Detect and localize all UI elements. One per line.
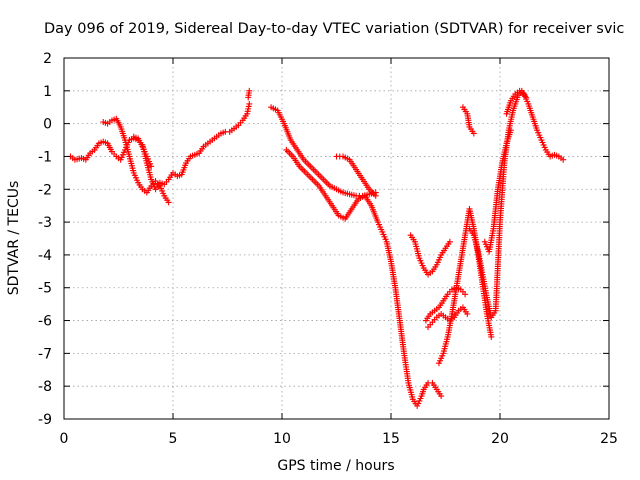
y-tick-label: -8	[38, 379, 52, 395]
x-axis-label: GPS time / hours	[277, 458, 394, 474]
data-point	[245, 94, 252, 101]
y-tick-label: 0	[43, 117, 52, 133]
data-point	[464, 310, 471, 317]
data-point	[470, 130, 477, 137]
y-tick-label: -3	[38, 215, 52, 231]
data-point	[488, 333, 495, 340]
data-point	[462, 291, 469, 298]
y-tick-label: 2	[43, 51, 52, 67]
x-tick-label: 25	[600, 431, 618, 447]
plot-frame	[63, 57, 610, 420]
x-tick-label: 20	[491, 431, 509, 447]
y-tick-label: -4	[38, 248, 52, 264]
x-tick-label: 10	[273, 431, 291, 447]
y-tick-label: -7	[38, 346, 52, 362]
y-tick-label: -9	[38, 412, 52, 428]
data-markers	[67, 87, 567, 409]
data-point	[438, 393, 445, 400]
y-tick-label: -6	[38, 314, 52, 330]
x-tick-label: 15	[382, 431, 400, 447]
grid	[64, 58, 609, 419]
data-point	[446, 238, 453, 245]
y-tick-label: -2	[38, 182, 52, 198]
data-point	[560, 156, 567, 163]
data-point	[372, 192, 379, 199]
y-tick-label: -1	[38, 149, 52, 165]
data-point	[246, 100, 253, 107]
y-tick-label: 1	[43, 84, 52, 100]
x-tick-label: 0	[60, 431, 69, 447]
y-tick-label: -5	[38, 281, 52, 297]
y-axis-label: SDTVAR / TECUs	[6, 181, 22, 296]
data-point	[148, 163, 155, 170]
x-tick-label: 5	[169, 431, 178, 447]
data-point	[507, 127, 514, 134]
chart-title: Day 096 of 2019, Sidereal Day-to-day VTE…	[44, 21, 624, 37]
data-point	[165, 199, 172, 206]
axis-ticks: 0 5 10 15 20 25 -9 -8 -7 -6 -5 -4 -3 -2 -1 0 1 2	[38, 51, 618, 447]
